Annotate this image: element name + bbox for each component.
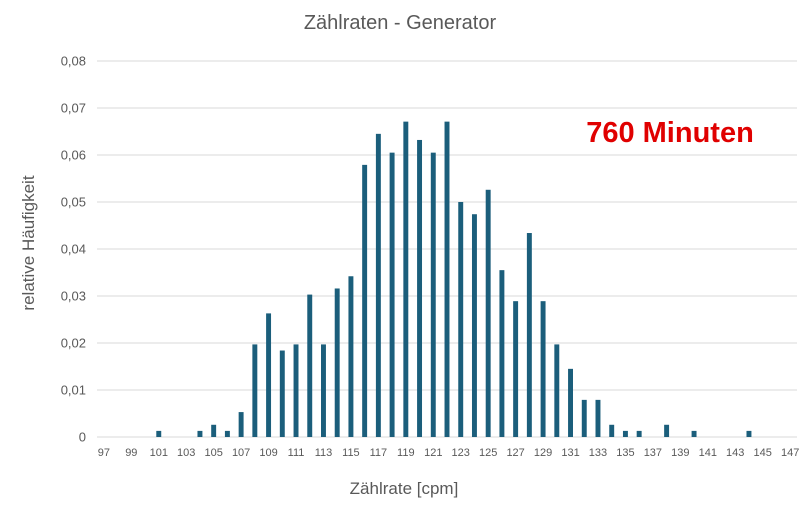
bar-134 xyxy=(609,424,615,437)
x-tick-label: 127 xyxy=(506,447,524,459)
x-axis-label: Zählrate [cpm] xyxy=(350,479,459,498)
x-tick-label: 143 xyxy=(726,447,744,459)
x-tick-label: 139 xyxy=(671,447,689,459)
bar-122 xyxy=(444,121,450,437)
bar-140 xyxy=(691,430,697,437)
bar-126 xyxy=(499,270,505,437)
chart-annotation: 760 Minuten xyxy=(586,117,754,149)
bar-112 xyxy=(307,294,313,437)
bar-130 xyxy=(554,344,560,437)
x-tick-label: 121 xyxy=(424,447,442,459)
x-tick-label: 123 xyxy=(452,447,470,459)
bar-136 xyxy=(636,430,642,437)
bar-109 xyxy=(266,313,272,437)
bar-127 xyxy=(513,301,519,437)
bar-132 xyxy=(581,399,587,437)
bar-138 xyxy=(664,424,670,437)
x-tick-label: 125 xyxy=(479,447,497,459)
bar-117 xyxy=(375,133,381,437)
y-tick-label: 0,02 xyxy=(61,336,86,351)
x-tick-label: 129 xyxy=(534,447,552,459)
y-tick-label: 0,07 xyxy=(61,101,86,116)
x-tick-label: 113 xyxy=(315,447,333,459)
x-tick-label: 133 xyxy=(589,447,607,459)
bar-115 xyxy=(348,276,354,437)
x-tick-label: 103 xyxy=(177,447,195,459)
x-tick-label: 115 xyxy=(342,447,360,459)
y-axis-label: relative Häufigkeit xyxy=(19,175,38,310)
bar-120 xyxy=(417,139,423,437)
bar-105 xyxy=(211,424,217,437)
x-tick-label: 107 xyxy=(232,447,250,459)
bar-129 xyxy=(540,301,546,437)
bar-113 xyxy=(321,344,326,437)
bar-121 xyxy=(430,152,436,437)
bar-124 xyxy=(471,214,477,437)
bar-114 xyxy=(334,288,340,437)
y-tick-label: 0 xyxy=(79,430,86,445)
y-tick-label: 0,04 xyxy=(61,242,86,257)
bar-125 xyxy=(485,189,491,437)
y-tick-label: 0,06 xyxy=(61,148,86,163)
y-axis-ticks: 0 0,01 0,02 0,03 0,04 0,05 0,06 0,07 0,08 xyxy=(61,54,86,445)
x-tick-label: 135 xyxy=(616,447,634,459)
y-tick-label: 0,08 xyxy=(61,54,86,69)
bar-116 xyxy=(362,164,368,437)
bar-106 xyxy=(224,430,230,437)
bar-123 xyxy=(458,202,464,437)
x-axis-ticks: 97 99 101 103 105 107 109 111 113 115 117 119 121 123… xyxy=(98,447,800,459)
x-tick-label: 119 xyxy=(397,447,415,459)
x-tick-label: 109 xyxy=(259,447,277,459)
bar-101 xyxy=(156,430,162,437)
bar-110 xyxy=(279,350,285,437)
bar-118 xyxy=(389,152,395,437)
x-tick-label: 145 xyxy=(754,447,772,459)
bar-107 xyxy=(238,412,244,437)
x-tick-label: 99 xyxy=(125,447,137,459)
bar-144 xyxy=(746,430,752,437)
x-tick-label: 131 xyxy=(561,447,579,459)
x-tick-label: 141 xyxy=(699,447,717,459)
x-tick-label: 105 xyxy=(204,447,222,459)
bar-108 xyxy=(252,344,258,437)
bar-133 xyxy=(595,399,601,437)
x-tick-label: 137 xyxy=(644,447,662,459)
chart-title: Zählraten - Generator xyxy=(304,12,497,34)
bar-104 xyxy=(197,430,203,437)
bar-119 xyxy=(403,121,409,437)
y-tick-label: 0,03 xyxy=(61,289,86,304)
bar-128 xyxy=(526,233,532,437)
x-tick-label: 101 xyxy=(150,447,168,459)
bar-111 xyxy=(293,344,299,437)
bar-135 xyxy=(622,430,628,437)
x-tick-label: 117 xyxy=(370,447,388,459)
bars xyxy=(156,121,752,437)
y-tick-label: 0,05 xyxy=(61,195,86,210)
x-tick-label: 147 xyxy=(781,447,799,459)
x-tick-label: 111 xyxy=(288,447,305,459)
y-tick-label: 0,01 xyxy=(61,383,86,398)
x-tick-label: 97 xyxy=(98,447,110,459)
bar-131 xyxy=(568,368,573,437)
